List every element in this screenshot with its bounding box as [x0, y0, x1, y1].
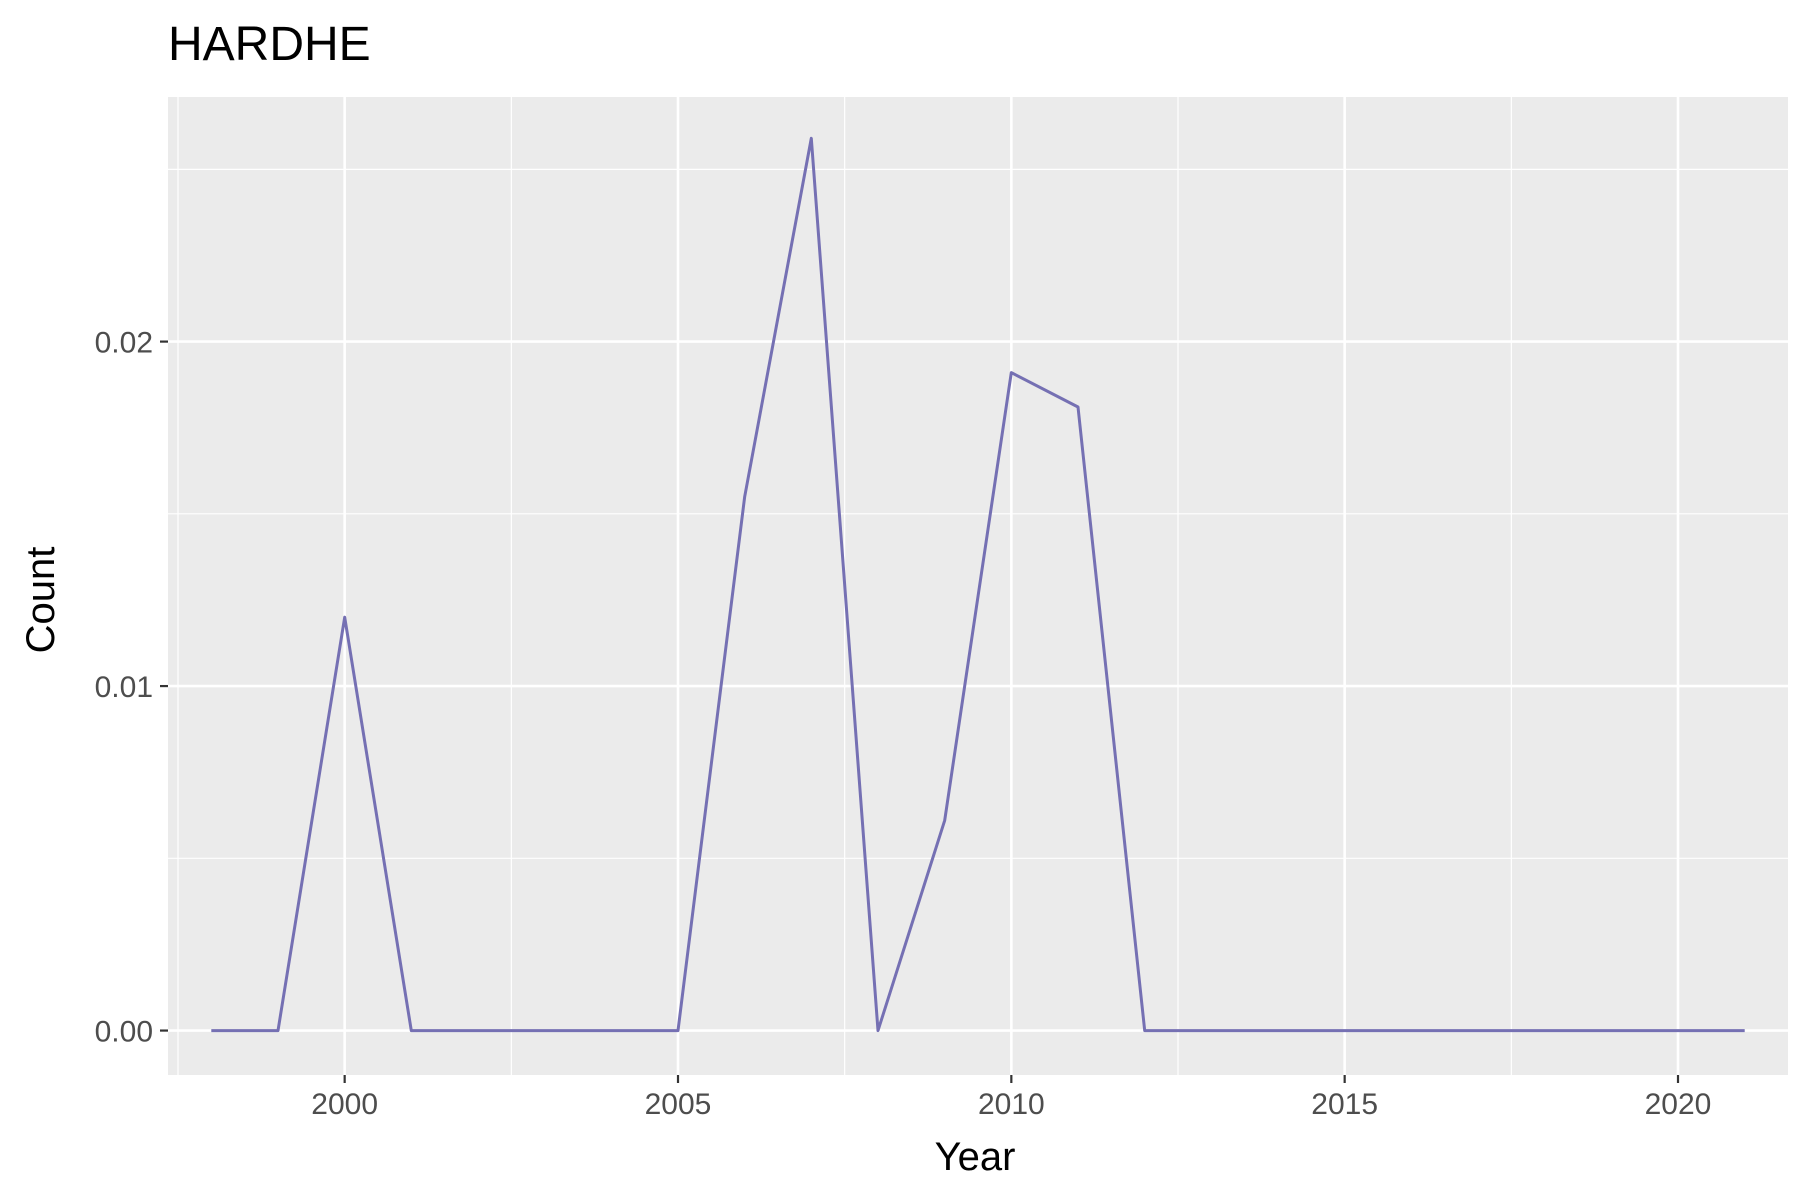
chart-title: HARDHE [168, 18, 371, 71]
series-line [211, 136, 1745, 1033]
y-tick-label: 0.01 [95, 671, 153, 704]
x-tick-label: 2010 [978, 1088, 1045, 1121]
plot-panel [168, 97, 1788, 1075]
y-tick-label: 0.00 [95, 1016, 153, 1049]
x-tick-label: 2000 [311, 1088, 378, 1121]
x-tick-label: 2005 [645, 1088, 712, 1121]
y-axis-title: Count [19, 547, 63, 654]
x-tick-label: 2020 [1645, 1088, 1712, 1121]
x-axis: 2000 2005 2010 2015 2020 [311, 1075, 1711, 1121]
minor-gridlines [168, 97, 1788, 1075]
y-axis: 0.00 0.01 0.02 [95, 327, 168, 1049]
series-layer [211, 136, 1745, 1033]
x-tick-label: 2015 [1311, 1088, 1378, 1121]
x-axis-title: Year [935, 1135, 1016, 1179]
y-tick-label: 0.02 [95, 327, 153, 360]
